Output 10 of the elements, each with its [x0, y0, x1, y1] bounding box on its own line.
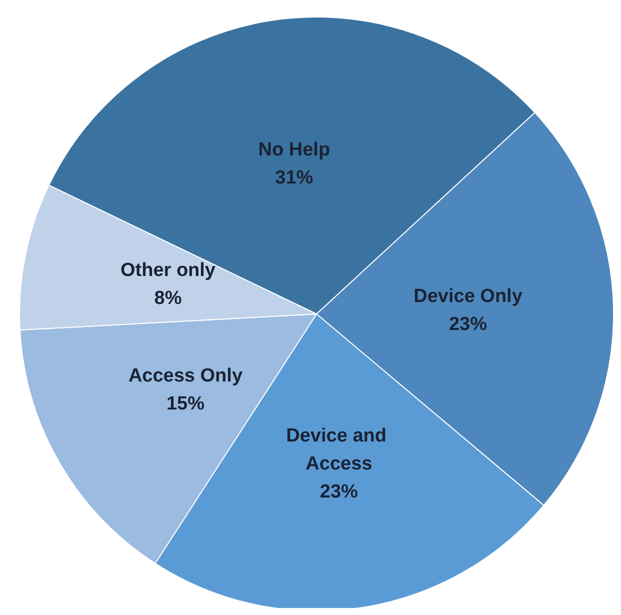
- slice-label: Device Only: [414, 286, 523, 308]
- slice-label: Access Only: [128, 365, 243, 386]
- data-label: 15%: [166, 393, 205, 414]
- data-label: 31%: [275, 168, 314, 189]
- data-label: 23%: [320, 481, 358, 502]
- slice-label: Device and Access: [286, 425, 392, 474]
- data-label: 8%: [154, 288, 182, 309]
- slice-label: No Help: [258, 140, 330, 161]
- slice-label: Other only: [120, 260, 216, 281]
- data-label: 23%: [448, 314, 488, 336]
